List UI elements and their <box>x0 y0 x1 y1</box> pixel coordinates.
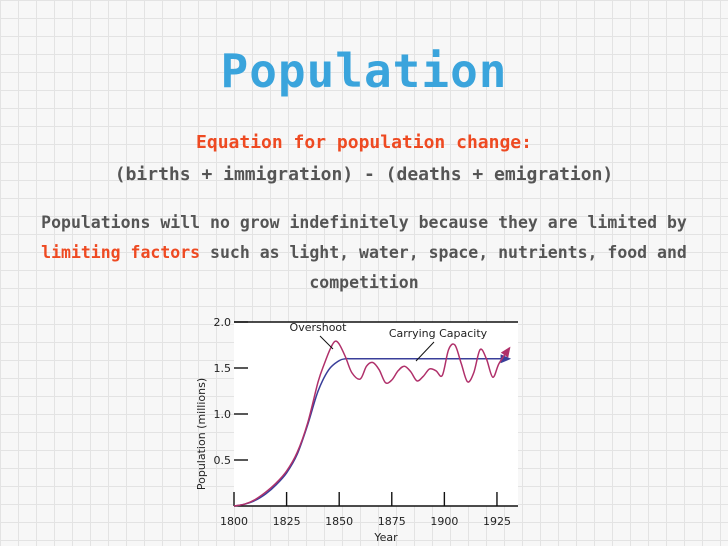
y-tick-label: 2.0 <box>214 316 232 329</box>
overshoot-leader-line <box>319 335 334 350</box>
carrying-capacity-annotation: Carrying Capacity <box>389 327 488 340</box>
population-series-line <box>233 340 511 507</box>
x-tick-label: 1925 <box>483 515 511 528</box>
paragraph-text-start: Populations will no grow indefinitely be… <box>41 213 687 232</box>
x-axis-label: Year <box>373 531 398 544</box>
y-tick-label: 1.5 <box>214 362 232 375</box>
equation-text: (births + immigration) - (deaths + emigr… <box>114 164 614 185</box>
equation-heading: Equation for population change: <box>196 132 532 153</box>
x-tick-label: 1800 <box>220 515 248 528</box>
paragraph-text-end: such as light, water, space, nutrients, … <box>200 243 687 292</box>
limiting-factors-highlight: limiting factors <box>41 243 201 262</box>
x-tick-label: 1850 <box>325 515 353 528</box>
carrying-capacity-series-line <box>233 354 512 507</box>
y-axis-label: Population (millions) <box>195 378 208 490</box>
overshoot-annotation: Overshoot <box>290 321 348 334</box>
limiting-factors-paragraph: Populations will no grow indefinitely be… <box>6 208 722 298</box>
x-tick-label: 1875 <box>378 515 406 528</box>
x-tick-label: 1825 <box>273 515 301 528</box>
x-tick-label: 1900 <box>430 515 458 528</box>
carrying-capacity-leader-line <box>415 341 435 362</box>
plot-area <box>234 322 518 506</box>
y-tick-label: 0.5 <box>214 454 232 467</box>
slide-title: Population <box>220 44 508 98</box>
y-tick-label: 1.0 <box>214 408 232 421</box>
